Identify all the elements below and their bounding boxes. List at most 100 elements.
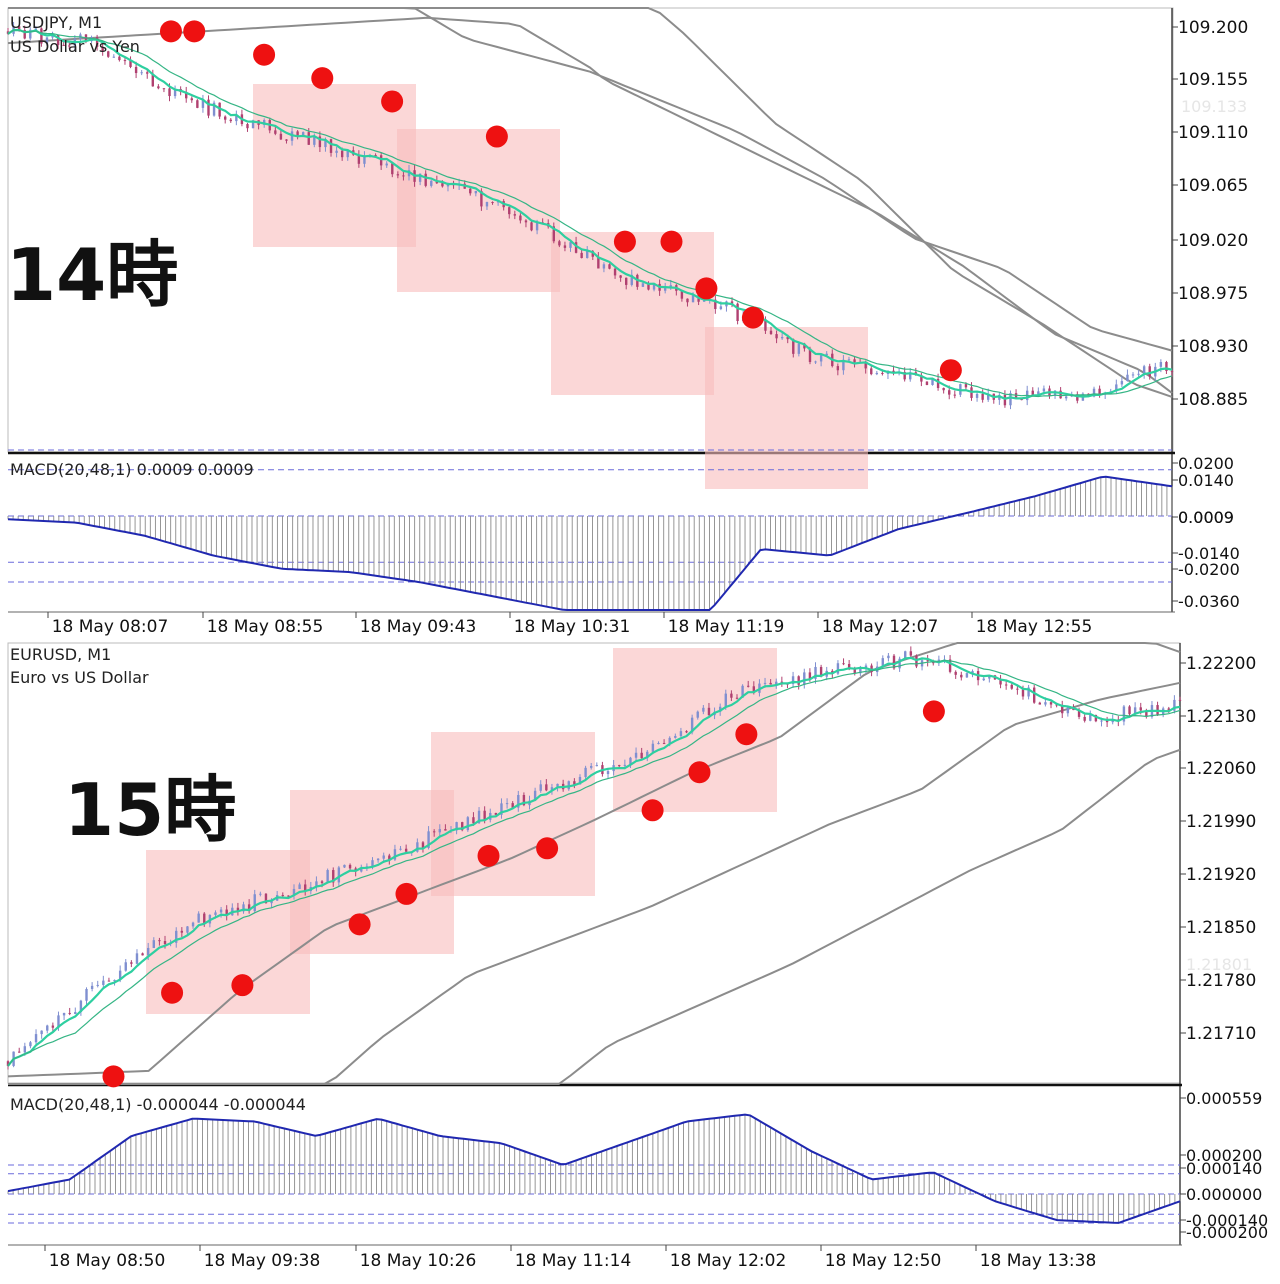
bottom-candle-body: [96, 984, 99, 986]
bottom-envelope-line-1: [7, 642, 1181, 1078]
bottom-candle-body: [618, 765, 621, 767]
top-candle-body: [1098, 388, 1101, 395]
top-candle-body: [942, 388, 945, 391]
top-candle-body: [485, 202, 489, 207]
bottom-signal-marker-11: [922, 700, 945, 723]
bottom-candle-body: [320, 881, 324, 883]
top-time-tick-label: 18 May 09:43: [360, 617, 477, 637]
bottom-candle-body: [102, 980, 105, 985]
bottom-candle-body: [281, 895, 284, 897]
top-candle-body: [1142, 366, 1146, 374]
top-signal-marker-7: [613, 230, 636, 253]
top-symbol: USDJPY, M1: [10, 13, 102, 32]
top-description: US Dollar vs Yen: [10, 37, 140, 56]
top-candle-body: [168, 88, 171, 97]
top-candle-body: [301, 132, 305, 136]
bottom-candle-body: [1167, 708, 1170, 711]
top-price-tick-label: 108.885: [1178, 390, 1248, 410]
bottom-candle-body: [23, 1046, 27, 1053]
top-candle-body: [903, 372, 906, 380]
bottom-short-ma-line-1: [7, 656, 1181, 1067]
top-macd-tick-label: -0.0360: [1178, 592, 1240, 611]
top-candle-body: [112, 56, 116, 58]
bottom-annotation: 15時: [64, 768, 236, 852]
top-signal-marker-8: [660, 230, 683, 253]
bottom-candle-body: [853, 669, 856, 674]
bottom-candle-body: [304, 884, 307, 892]
bottom-candle-body: [859, 668, 862, 674]
bottom-candle-body: [118, 970, 122, 980]
top-candle-body: [508, 207, 511, 215]
top-candle-body: [558, 241, 561, 246]
bottom-price-tick-label: 1.21850: [1186, 918, 1256, 938]
bottom-candle-body: [247, 904, 251, 912]
top-candle-body: [346, 150, 349, 158]
bottom-candle-body: [180, 930, 184, 933]
bottom-candle-body: [393, 849, 397, 860]
bottom-candle-body: [51, 1025, 55, 1028]
bottom-candle-body: [1010, 684, 1013, 689]
bottom-candle-body: [747, 685, 750, 687]
top-candle-body: [948, 390, 951, 395]
top-macd-tick-label: 0.0140: [1178, 471, 1234, 490]
bottom-candle-body: [236, 907, 240, 912]
bottom-candle-body: [68, 1012, 71, 1014]
bottom-candle-body: [769, 682, 772, 685]
bottom-envelope-line-3: [8, 748, 1181, 1085]
top-signal-marker-1: [159, 20, 182, 43]
top-candle-body: [1014, 393, 1018, 399]
top-candle-body: [313, 136, 316, 145]
top-candle-body: [680, 290, 684, 299]
top-candle-body: [68, 45, 71, 47]
top-highlight-box-2: [397, 129, 560, 292]
bottom-candle-body: [461, 822, 464, 831]
top-candle-body: [318, 136, 322, 148]
top-candle-body: [853, 359, 856, 363]
bottom-candle-body: [1021, 689, 1025, 697]
top-candle-body: [340, 150, 344, 158]
bottom-candle-body: [130, 962, 133, 964]
top-candle-body: [881, 372, 884, 374]
top-candle-body: [987, 393, 990, 400]
top-candle-body: [229, 119, 232, 122]
bottom-candle-body: [253, 894, 256, 912]
top-candle-body: [864, 362, 867, 369]
top-candle-body: [619, 275, 622, 278]
bottom-candle-body: [477, 810, 481, 824]
bottom-candle-body: [685, 731, 688, 733]
bottom-candle-body: [814, 666, 817, 679]
bottom-candle-body: [1173, 699, 1176, 711]
bottom-candle-body: [438, 829, 441, 833]
bottom-candle-body: [1061, 705, 1064, 714]
bottom-symbol: EURUSD, M1: [10, 645, 111, 664]
bottom-signal-marker-1: [102, 1065, 125, 1088]
top-candle-body: [146, 72, 149, 74]
bottom-candle-body: [214, 912, 217, 915]
bottom-candle-body: [146, 947, 150, 956]
bottom-candle-body: [668, 737, 671, 744]
top-candle-body: [474, 190, 478, 194]
top-candle-body: [769, 330, 773, 335]
bottom-signal-marker-6: [477, 844, 500, 867]
bottom-candle-body: [808, 672, 812, 679]
top-candle-body: [151, 73, 155, 87]
top-candle-body: [925, 381, 929, 385]
bottom-candle-body: [971, 671, 974, 674]
bottom-candle-body: [573, 781, 576, 785]
bottom-candle-body: [657, 743, 660, 745]
bottom-candle-body: [965, 673, 969, 678]
top-candle-body: [663, 288, 667, 291]
bottom-candle-body: [589, 766, 593, 768]
top-candle-body: [45, 37, 49, 44]
bottom-candle-body: [1100, 720, 1103, 722]
bottom-candle-body: [752, 686, 756, 693]
bottom-candle-body: [847, 663, 851, 670]
top-candle-body: [814, 361, 817, 363]
bottom-candle-body: [483, 810, 486, 820]
top-candle-body: [357, 154, 361, 164]
top-highlight-box-4: [705, 327, 868, 489]
bottom-macd-tick-label: 0.000559: [1186, 1089, 1262, 1108]
bottom-candle-body: [651, 743, 655, 752]
top-time-tick-label: 18 May 10:31: [514, 617, 631, 637]
